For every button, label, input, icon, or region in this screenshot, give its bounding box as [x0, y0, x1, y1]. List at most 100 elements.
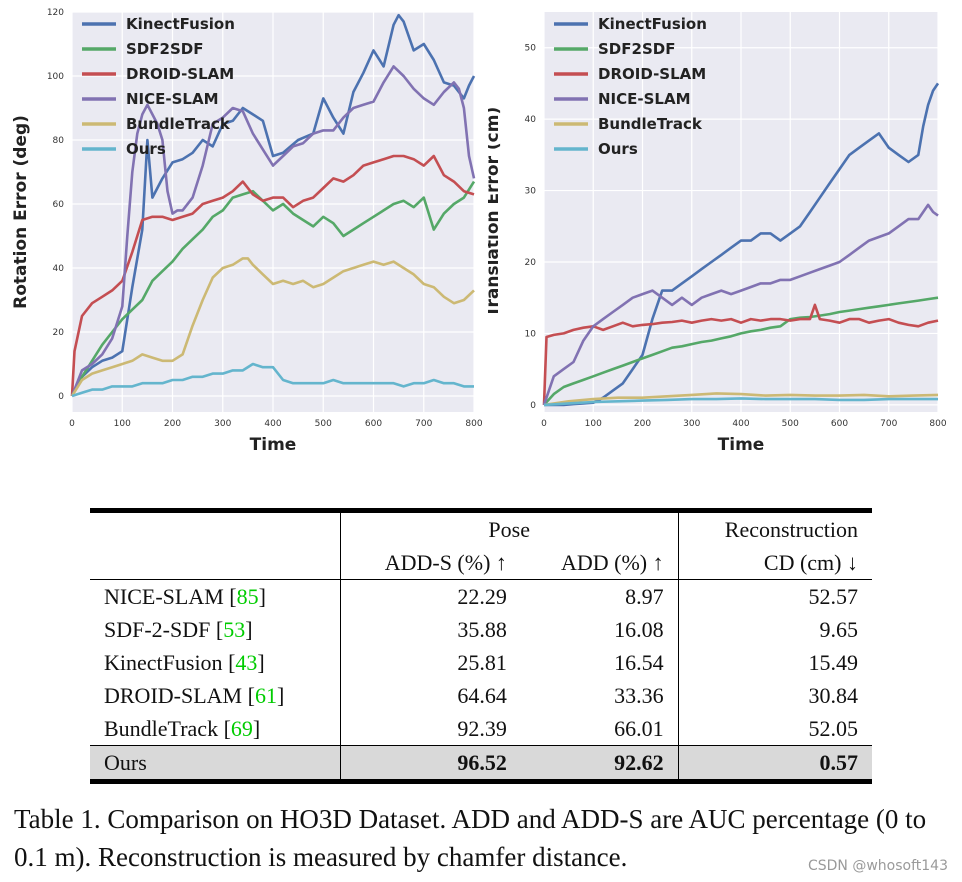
y-tick-label: 80 — [53, 136, 65, 146]
method-cell: Ours — [90, 745, 341, 782]
y-axis-title: Translation Error (cm) — [488, 107, 503, 317]
table-header-row: Pose Reconstruction — [90, 510, 872, 546]
series-line-kinectfusion — [70, 13, 476, 397]
y-tick-label: 40 — [53, 264, 65, 274]
x-tick-label: 400 — [732, 419, 749, 429]
x-tick-label: 100 — [114, 419, 131, 429]
x-axis-title: Time — [250, 435, 297, 455]
rotation-error-chart: 0 20 40 60 80 100 120 0 100 200 300 400 500 600 700 800… — [11, 8, 483, 455]
series-line-nice-slam — [70, 65, 476, 397]
table-row: SDF-2-SDF [53] 35.88 16.08 9.65 — [90, 613, 872, 646]
y-tick-label: 20 — [525, 258, 537, 268]
x-tick-label: 0 — [541, 419, 547, 429]
y-tick-label: 0 — [58, 392, 64, 402]
cd-cell: 15.49 — [808, 650, 859, 675]
legend-label: SDF2SDF — [598, 40, 675, 58]
add-s-cell: 35.88 — [457, 617, 507, 642]
add-cell: 33.36 — [520, 679, 679, 712]
add-cell: 16.08 — [520, 613, 679, 646]
cd-cell: 9.65 — [819, 617, 859, 642]
add-s-cell: 22.29 — [340, 579, 521, 613]
legend-label: BundleTrack — [598, 115, 703, 133]
col-cd: CD (cm) ↓ — [763, 550, 858, 575]
subheader-empty-cell — [90, 546, 341, 580]
cd-cell: 52.57 — [678, 579, 872, 613]
cd-cell: 52.05 — [808, 716, 859, 741]
col-add: ADD (%) ↑ — [520, 546, 679, 580]
header-reconstruction: Reconstruction — [724, 517, 858, 542]
col-add-s: ADD-S (%) ↑ — [384, 550, 507, 575]
series-line-nice-slam — [542, 203, 939, 406]
cd-cell: 0.57 — [678, 745, 872, 782]
y-tick-label: 120 — [47, 8, 64, 18]
y-tick-label: 50 — [525, 44, 537, 54]
x-tick-label: 700 — [415, 419, 432, 429]
citation-link[interactable]: 43 — [235, 650, 258, 675]
series-line-kinectfusion — [544, 82, 940, 407]
x-tick-label: 600 — [831, 419, 848, 429]
add-s-cell: 64.64 — [457, 683, 507, 708]
x-tick-label: 700 — [880, 419, 897, 429]
series-line-sdf2sdf — [70, 180, 476, 397]
y-tick-label: 20 — [53, 328, 65, 338]
add-s-cell: 92.39 — [457, 716, 507, 741]
add-s-cell: 96.52 — [340, 745, 521, 782]
table-caption: Table 1. Comparison on HO3D Dataset. ADD… — [14, 804, 927, 872]
table-row: DROID-SLAM [61] 64.64 33.36 30.84 — [90, 679, 872, 712]
add-cell: 92.62 — [520, 745, 679, 782]
results-table: Pose Reconstruction ADD-S (%) ↑ ADD (%) … — [90, 508, 872, 784]
legend-label: DROID-SLAM — [598, 65, 706, 83]
add-s-cell: 25.81 — [457, 650, 507, 675]
cd-cell: 30.84 — [808, 683, 859, 708]
y-tick-label: 30 — [525, 187, 537, 197]
add-cell: 66.01 — [520, 712, 679, 746]
citation-link[interactable]: 53 — [223, 617, 246, 642]
legend-label: Ours — [126, 140, 166, 158]
x-tick-label: 500 — [315, 419, 332, 429]
method-cell: DROID-SLAM [61] — [90, 679, 341, 712]
add-cell: 8.97 — [520, 579, 679, 613]
table-row: NICE-SLAM [85] 22.29 8.97 52.57 — [90, 579, 872, 613]
table-row-ours: Ours 96.52 92.62 0.57 — [90, 745, 872, 782]
citation-link[interactable]: 69 — [230, 716, 253, 741]
legend-label: NICE-SLAM — [598, 90, 691, 108]
header-empty-cell — [90, 510, 341, 546]
series-line-droid-slam — [542, 303, 939, 405]
y-tick-label: 10 — [525, 329, 537, 339]
x-tick-label: 600 — [365, 419, 382, 429]
table-row: BundleTrack [69] 92.39 66.01 52.05 — [90, 712, 872, 746]
table-row: KinectFusion [43] 25.81 16.54 15.49 — [90, 646, 872, 679]
x-axis-title: Time — [718, 435, 765, 455]
method-cell: NICE-SLAM [85] — [90, 579, 341, 613]
y-axis-title: Rotation Error (deg) — [11, 115, 31, 309]
x-tick-label: 200 — [164, 419, 181, 429]
watermark: CSDN @whosoft143 — [807, 858, 948, 874]
series-line-ours — [543, 397, 938, 407]
legend-label: KinectFusion — [598, 15, 707, 33]
method-cell: KinectFusion [43] — [90, 646, 341, 679]
legend-label: BundleTrack — [126, 115, 231, 133]
citation-link[interactable]: 85 — [236, 584, 259, 609]
x-tick-label: 100 — [585, 419, 602, 429]
header-pose: Pose — [340, 510, 679, 546]
series-line-bundletrack — [543, 392, 939, 407]
y-tick-label: 60 — [53, 200, 65, 210]
add-cell: 16.54 — [520, 646, 679, 679]
y-tick-label: 100 — [47, 72, 64, 82]
method-cell: SDF-2-SDF [53] — [90, 613, 341, 646]
x-tick-label: 0 — [69, 419, 75, 429]
x-tick-label: 300 — [214, 419, 231, 429]
x-tick-label: 800 — [929, 419, 946, 429]
series-line-droid-slam — [70, 154, 475, 397]
series-line-sdf2sdf — [543, 296, 939, 406]
legend-label: Ours — [598, 140, 638, 158]
x-tick-label: 200 — [634, 419, 651, 429]
citation-link[interactable]: 61 — [254, 683, 277, 708]
table-subheader-row: ADD-S (%) ↑ ADD (%) ↑ CD (cm) ↓ — [90, 546, 872, 580]
series-line-ours — [71, 362, 474, 398]
x-tick-label: 500 — [782, 419, 799, 429]
x-tick-label: 400 — [264, 419, 281, 429]
series-line-bundletrack — [70, 257, 475, 397]
x-tick-label: 300 — [683, 419, 700, 429]
